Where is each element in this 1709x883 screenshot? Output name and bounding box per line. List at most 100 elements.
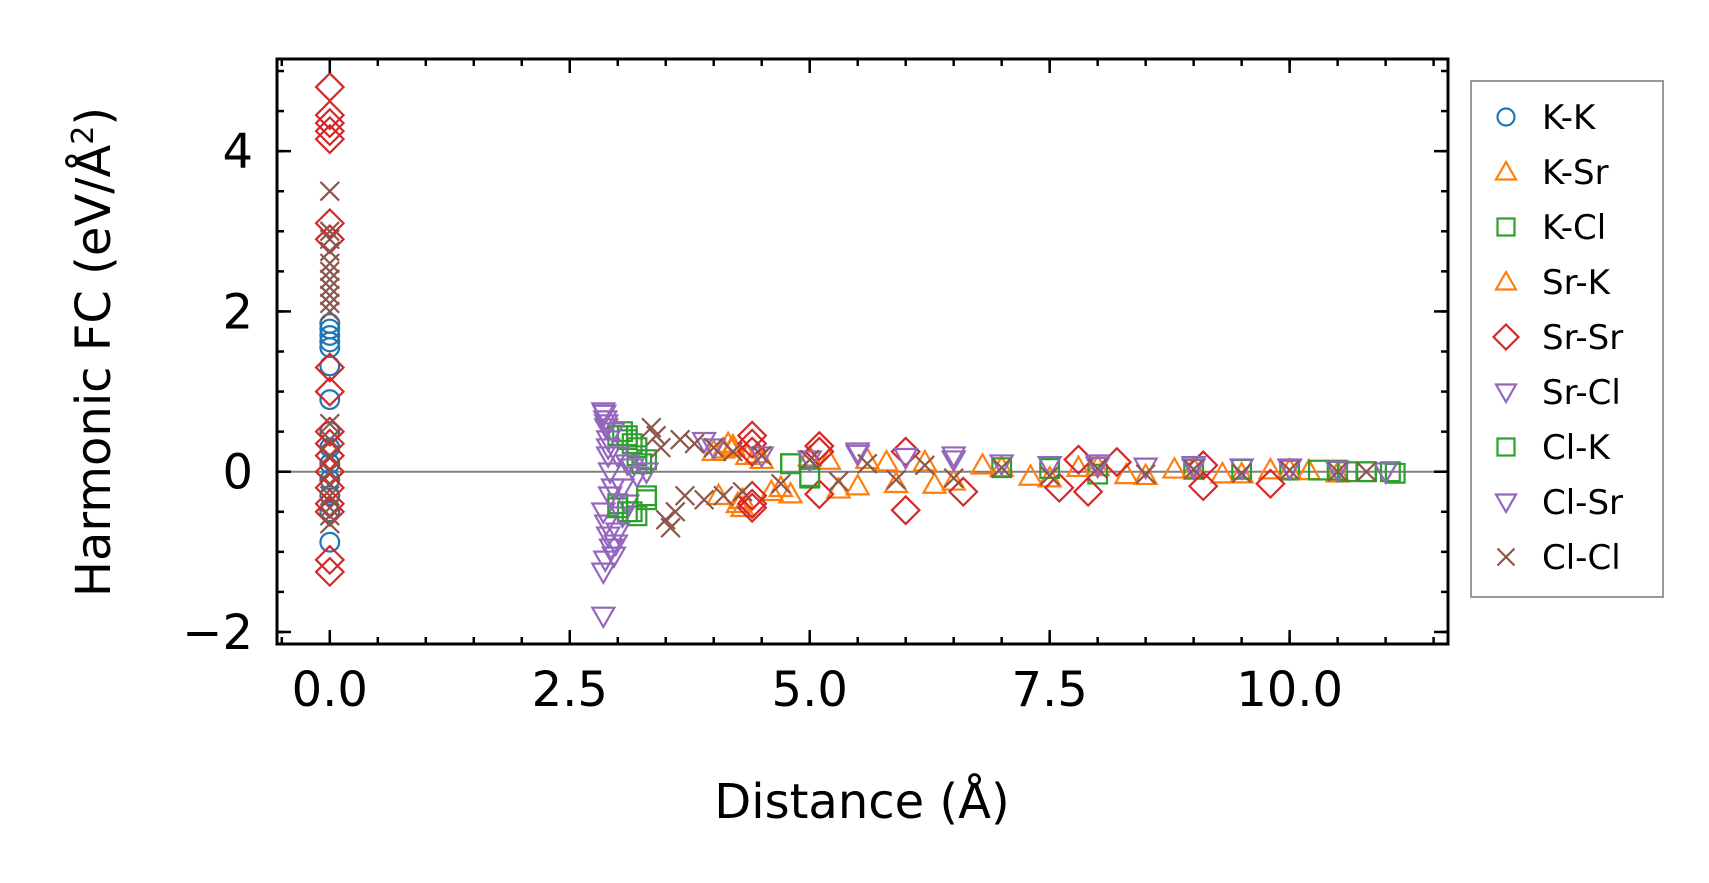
data-point [1135, 463, 1156, 485]
legend-label: K-Sr [1542, 153, 1609, 193]
data-point [314, 123, 346, 155]
data-point [857, 453, 878, 474]
data-point [1084, 454, 1111, 477]
legend-label: Sr-K [1542, 263, 1612, 303]
legend-label: Cl-K [1542, 428, 1611, 468]
data-point [319, 531, 341, 553]
data-point [319, 513, 340, 534]
legend-label: Sr-Cl [1542, 373, 1621, 413]
data-point [1327, 461, 1348, 482]
data-point [1324, 460, 1351, 484]
data-point [780, 453, 801, 475]
data-point [684, 433, 705, 454]
data-point [799, 449, 820, 470]
legend-item: K-Sr [1494, 153, 1609, 193]
data-point [940, 468, 967, 491]
y-tick-label: 2 [222, 284, 253, 340]
data-point [646, 425, 667, 446]
x-tick-label: 10.0 [1236, 662, 1343, 718]
data-points [314, 71, 1406, 630]
data-point [314, 352, 346, 383]
data-point [1113, 461, 1140, 485]
legend-label: K-Cl [1542, 208, 1606, 248]
y-tick-label: −2 [182, 605, 253, 661]
data-point [1039, 465, 1060, 486]
legend-item: K-K [1496, 98, 1597, 138]
data-point [314, 376, 346, 407]
legend-item: Cl-Cl [1496, 538, 1621, 578]
data-point [621, 501, 643, 523]
data-point [873, 448, 900, 472]
data-point [890, 436, 921, 467]
data-point [314, 472, 346, 504]
data-point [914, 455, 936, 476]
data-point [736, 492, 768, 524]
legend-item: Cl-K [1496, 428, 1611, 468]
series-Cl-Cl [319, 181, 1377, 538]
data-point [722, 441, 744, 462]
legend-item: Sr-K [1494, 263, 1612, 303]
data-point [844, 444, 871, 468]
data-point [1276, 459, 1303, 482]
data-point [1187, 449, 1219, 481]
tick-labels: 0.0 2.5 5.0 7.5 10.0 −2 0 2 4 [182, 124, 1343, 718]
data-point [590, 562, 617, 586]
data-point [665, 501, 686, 522]
data-point [991, 457, 1013, 479]
data-point [700, 438, 727, 461]
data-point [319, 261, 340, 282]
data-point [947, 476, 979, 508]
data-point [816, 447, 842, 470]
legend-marker [1494, 383, 1518, 405]
data-point [844, 442, 871, 465]
data-point [736, 488, 768, 520]
legend-marker [1494, 269, 1518, 291]
data-point [1043, 472, 1075, 504]
data-point [1257, 456, 1284, 480]
data-point [592, 550, 619, 574]
data-point [751, 445, 772, 466]
legend-marker [1496, 217, 1516, 237]
data-point [314, 207, 346, 239]
data-point [319, 355, 341, 377]
data-point [593, 414, 620, 437]
data-point [991, 457, 1012, 478]
data-point [1307, 459, 1329, 481]
data-point [314, 107, 346, 139]
data-point [319, 331, 341, 353]
data-point [650, 437, 672, 458]
legend-item: Cl-Sr [1494, 483, 1623, 523]
data-point [940, 450, 967, 473]
data-point [943, 467, 964, 489]
data-point [1017, 463, 1044, 486]
data-point [319, 389, 341, 411]
data-point [319, 293, 340, 314]
data-point [314, 544, 346, 576]
legend-item: Sr-Sr [1491, 318, 1623, 358]
data-point [1183, 459, 1204, 480]
legend-label: Cl-Cl [1542, 538, 1621, 578]
data-point [1180, 458, 1207, 481]
data-point [1180, 455, 1207, 479]
data-point [1372, 462, 1399, 485]
data-point [319, 497, 340, 518]
data-point [693, 489, 715, 510]
data-point [314, 440, 346, 471]
data-point [319, 277, 340, 298]
data-point [1231, 463, 1252, 484]
data-point [1255, 468, 1286, 500]
data-point [744, 440, 770, 464]
legend: K-K K-Sr K-Cl Sr-K Sr-Sr Sr-Cl Cl-K Cl-Sr Cl-Cl [1470, 80, 1664, 598]
data-point [314, 456, 346, 488]
data-point [600, 422, 626, 445]
data-point [319, 269, 340, 290]
data-point [633, 462, 660, 485]
legend-item: K-Cl [1496, 208, 1606, 248]
data-point [892, 447, 919, 471]
y-axis-label: Harmonic FC (eV/Å2) [65, 107, 122, 597]
data-point [890, 494, 921, 526]
data-point [319, 253, 340, 274]
data-point [590, 606, 617, 630]
data-point [1279, 459, 1300, 481]
